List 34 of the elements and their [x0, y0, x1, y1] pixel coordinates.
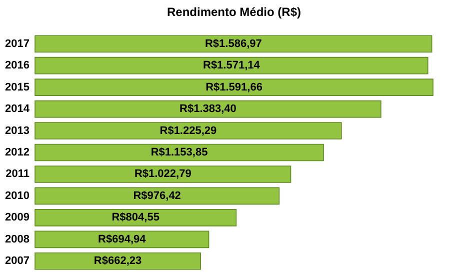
bar: [34, 56, 428, 74]
y-tick-label: 2013: [5, 124, 30, 137]
y-tick-label: 2011: [6, 168, 30, 180]
data-label: R$1.591,66: [206, 81, 262, 94]
y-tick-label: 2009: [5, 212, 30, 224]
y-tick-label: 2007: [5, 255, 30, 268]
data-label: R$1.383,40: [180, 103, 236, 116]
data-label: R$976,42: [133, 190, 181, 202]
y-tick-label: 2010: [5, 190, 30, 202]
data-label: R$662,23: [94, 255, 142, 268]
data-label: R$1.571,14: [202, 60, 261, 72]
y-tick-label: 2017: [5, 38, 30, 50]
chart-title: Rendimento Médio (R$): [167, 5, 301, 19]
bar: [34, 78, 434, 96]
data-label: R$694,94: [98, 233, 147, 246]
bar: [34, 144, 324, 162]
y-tick-label: 2016: [5, 60, 30, 72]
data-label: R$1.153,85: [150, 146, 208, 158]
y-tick-label: 2008: [5, 233, 30, 246]
y-tick-label: 2012: [5, 146, 30, 158]
data-label: R$1.022,79: [134, 168, 192, 180]
bar: [34, 100, 382, 118]
bar: [34, 209, 237, 226]
y-tick-label: 2015: [5, 81, 30, 94]
data-label: R$1.586,97: [204, 38, 262, 50]
bar: [34, 187, 280, 205]
bar: [34, 122, 342, 140]
data-label: R$1.225,29: [160, 124, 217, 137]
bar: [34, 35, 432, 53]
y-tick-label: 2014: [5, 103, 30, 116]
bar: [34, 252, 201, 270]
bar: [34, 166, 292, 183]
bar: [34, 230, 210, 248]
data-label: R$804,55: [112, 212, 160, 224]
